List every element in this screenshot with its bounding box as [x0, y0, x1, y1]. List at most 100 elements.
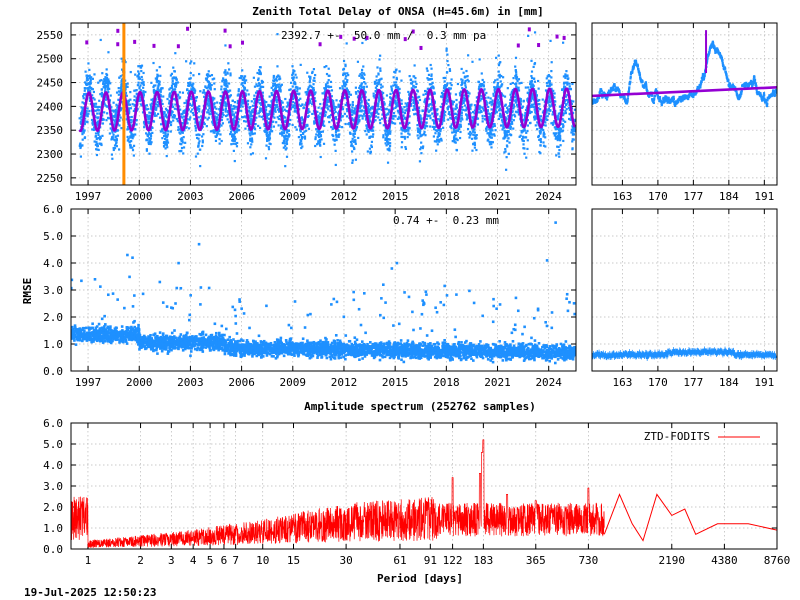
data-point	[546, 115, 549, 118]
data-point	[222, 102, 225, 105]
data-point	[405, 103, 409, 106]
data-point	[511, 81, 514, 85]
data-point	[455, 98, 458, 102]
data-point	[442, 118, 445, 122]
data-point	[319, 112, 322, 115]
data-point	[104, 87, 107, 90]
data-point	[512, 77, 515, 80]
data-point	[300, 146, 303, 150]
data-point	[233, 116, 236, 119]
data-point	[252, 76, 255, 79]
data-point	[541, 98, 544, 101]
data-point	[563, 101, 566, 105]
data-point	[152, 85, 155, 89]
data-point	[166, 146, 169, 149]
data-point	[542, 141, 545, 144]
data-point	[407, 128, 410, 131]
data-point	[249, 105, 252, 109]
data-point	[232, 104, 235, 108]
data-point	[538, 138, 541, 141]
data-point	[530, 59, 533, 62]
y-tick-label: 2500	[37, 53, 64, 66]
data-point	[568, 82, 571, 85]
data-point	[211, 78, 214, 81]
data-point	[289, 81, 293, 84]
data-point	[156, 103, 159, 107]
data-point	[284, 165, 287, 168]
data-point	[249, 121, 253, 124]
data-point	[241, 69, 244, 72]
data-point	[393, 99, 396, 102]
data-point	[283, 108, 286, 111]
data-point	[451, 100, 455, 103]
data-point	[473, 143, 477, 146]
data-point	[249, 115, 252, 118]
data-point	[441, 121, 444, 124]
data-point	[149, 103, 152, 106]
data-point	[455, 121, 458, 124]
data-point	[383, 103, 386, 106]
data-point	[278, 110, 281, 113]
data-point	[348, 90, 351, 94]
data-point	[197, 145, 200, 148]
data-point	[530, 105, 533, 109]
data-point	[416, 124, 419, 127]
data-point	[515, 78, 518, 81]
data-point	[467, 132, 470, 135]
data-point	[449, 125, 453, 128]
data-point	[458, 136, 462, 140]
data-point	[205, 125, 208, 128]
data-point	[414, 85, 417, 89]
data-point	[337, 129, 340, 132]
data-point	[286, 110, 289, 113]
data-point	[460, 78, 463, 81]
data-point	[392, 114, 396, 118]
data-point	[313, 79, 316, 82]
data-point	[570, 131, 573, 134]
data-point	[388, 127, 391, 130]
data-point	[226, 118, 229, 121]
data-point	[294, 126, 297, 129]
data-point	[213, 82, 216, 85]
data-point	[308, 75, 311, 78]
data-point	[174, 52, 177, 55]
data-point	[194, 129, 197, 132]
data-point	[546, 118, 549, 122]
data-point	[535, 94, 538, 97]
data-point	[182, 146, 186, 149]
data-point	[557, 134, 560, 137]
data-point	[145, 148, 148, 151]
data-point	[363, 110, 366, 113]
data-point	[240, 76, 243, 80]
data-point	[388, 138, 391, 141]
data-point	[334, 116, 337, 119]
data-point	[439, 137, 443, 140]
data-point	[435, 149, 438, 152]
data-point	[98, 99, 101, 102]
data-point	[517, 87, 520, 91]
data-point	[330, 99, 334, 102]
data-point	[360, 74, 364, 77]
data-point	[364, 82, 367, 85]
data-point	[275, 121, 278, 124]
data-point	[470, 103, 473, 106]
data-point	[380, 105, 383, 109]
data-point	[488, 112, 491, 116]
data-point	[182, 136, 185, 139]
data-point	[400, 99, 403, 102]
data-point	[275, 79, 278, 82]
data-point	[217, 129, 220, 132]
data-point	[497, 54, 500, 57]
data-point	[459, 125, 463, 128]
data-point	[387, 141, 390, 144]
data-point	[182, 152, 185, 155]
data-point	[348, 131, 352, 134]
data-point	[534, 110, 537, 114]
data-point	[473, 109, 477, 112]
data-point	[177, 94, 180, 97]
data-point	[250, 109, 254, 112]
data-point	[395, 96, 398, 99]
data-point	[150, 98, 153, 101]
data-point	[145, 115, 149, 118]
data-point	[561, 117, 564, 121]
